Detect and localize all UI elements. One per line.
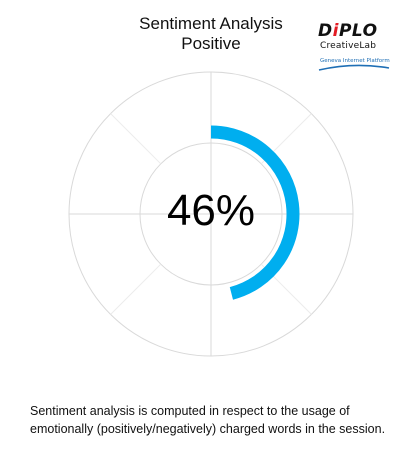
logo-tagline: Geneva Internet Platform [320, 58, 390, 64]
caption-line-1: Sentiment analysis is computed in respec… [30, 404, 350, 418]
logo-letters-plo: PLO [338, 21, 378, 41]
gauge-diagonal-4 [110, 113, 162, 165]
sentiment-arc [210, 125, 300, 300]
diplo-logo: DiPLO CreativeLab Geneva Internet Platfo… [318, 22, 390, 74]
caption-line-2: emotionally (positively/negatively) char… [30, 422, 386, 436]
logo-letter-d: D [318, 21, 333, 41]
logo-subtitle: CreativeLab [320, 41, 377, 51]
logo-letter-i: i [332, 21, 339, 41]
logo-wordmark: DiPLO [318, 22, 378, 40]
chart-title-text: Sentiment Analysis [139, 14, 283, 33]
caption: Sentiment analysis is computed in respec… [30, 402, 390, 438]
chart-subtitle: Positive [181, 34, 241, 53]
logo-swoosh-icon [318, 64, 390, 71]
chart-title: Sentiment Analysis Positive [0, 14, 400, 54]
sentiment-value: 46% [166, 186, 256, 235]
gauge-diagonal-3 [110, 263, 162, 315]
